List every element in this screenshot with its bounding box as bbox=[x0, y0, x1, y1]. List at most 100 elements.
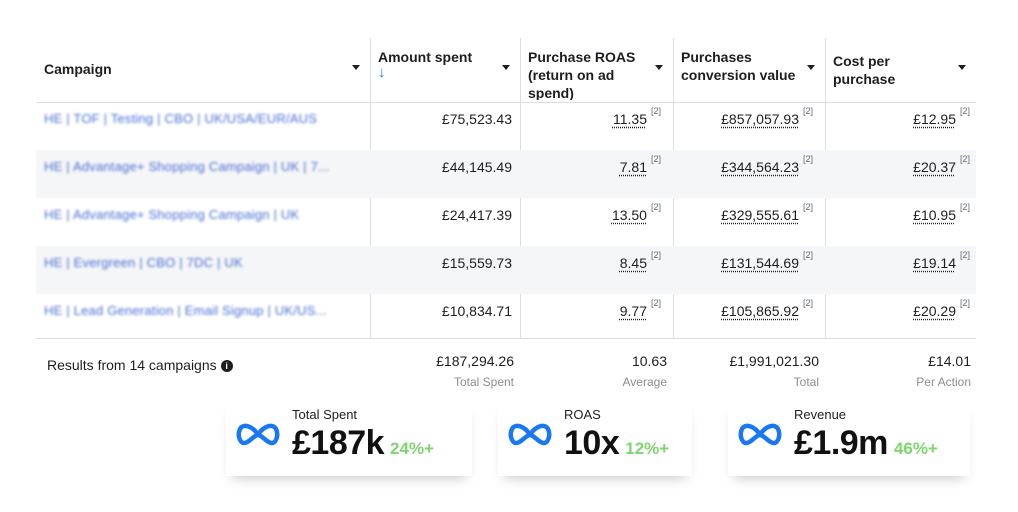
chevron-down-icon[interactable] bbox=[958, 65, 966, 70]
footnote-marker: [2] bbox=[650, 298, 661, 308]
per-action-value: £14.01 bbox=[928, 353, 971, 369]
header-purchase-roas[interactable]: Purchase ROAS (return on ad spend) bbox=[520, 38, 673, 100]
per-action-label: Per Action bbox=[916, 375, 971, 389]
header-cost-per-purchase-label: Cost per purchase bbox=[833, 53, 896, 87]
total-conversion-value: £1,991,021.30 bbox=[729, 353, 819, 369]
footnote-marker: [2] bbox=[802, 154, 813, 164]
header-purchases-conversion[interactable]: Purchases conversion value bbox=[673, 38, 825, 100]
stat-card-value: £1.9m 46%+ bbox=[794, 424, 938, 463]
campaign-name-link[interactable]: HE | Advantage+ Shopping Campaign | UK |… bbox=[44, 159, 330, 174]
footnote-marker: [2] bbox=[650, 202, 661, 212]
amount-spent-cell: £44,145.49 bbox=[441, 159, 512, 175]
roas-cell: 11.35 [2] bbox=[520, 102, 673, 150]
total-spent-label: Total Spent bbox=[453, 375, 514, 389]
cost-per-purchase-value[interactable]: £10.95 bbox=[913, 207, 956, 223]
table-row[interactable]: HE | Advantage+ Shopping Campaign | UK |… bbox=[36, 150, 976, 198]
campaign-name-link[interactable]: HE | TOF | Testing | CBO | UK/USA/EUR/AU… bbox=[44, 111, 318, 126]
conversion-value[interactable]: £131,544.69 bbox=[721, 255, 799, 271]
roas-cell: 9.77 [2] bbox=[520, 294, 673, 342]
cost-per-purchase-cell: £20.29 [2] bbox=[825, 294, 976, 342]
header-campaign-label: Campaign bbox=[44, 61, 112, 77]
cost-per-purchase-value[interactable]: £12.95 bbox=[913, 111, 956, 127]
total-conversion-label: Total bbox=[793, 375, 819, 389]
average-roas-value: 10.63 bbox=[631, 353, 667, 369]
chevron-down-icon[interactable] bbox=[352, 65, 360, 70]
footnote-marker: [2] bbox=[959, 154, 970, 164]
column-divider bbox=[825, 38, 826, 390]
footnote-marker: [2] bbox=[802, 202, 813, 212]
cost-per-purchase-value[interactable]: £20.37 bbox=[913, 159, 956, 175]
amount-spent-cell: £10,834.71 bbox=[441, 303, 512, 319]
roas-value[interactable]: 13.50 bbox=[611, 207, 647, 223]
stat-card-total-spent: Total Spent £187k 24%+ bbox=[226, 400, 472, 476]
table-header: Campaign Amount spent ↓ Purchase ROAS (r… bbox=[36, 38, 976, 103]
amount-spent-cell: £24,417.39 bbox=[441, 207, 512, 223]
sort-descending-icon[interactable]: ↓ bbox=[378, 64, 386, 81]
footnote-marker: [2] bbox=[959, 298, 970, 308]
roas-value[interactable]: 7.81 bbox=[619, 159, 647, 175]
header-purchases-conversion-label: Purchases conversion value bbox=[681, 49, 796, 83]
roas-value[interactable]: 9.77 bbox=[619, 303, 647, 319]
table-footer: Results from 14 campaigns i £187,294.26 T… bbox=[36, 338, 976, 399]
roas-value[interactable]: 8.45 bbox=[619, 255, 647, 271]
cost-per-purchase-value[interactable]: £20.29 bbox=[913, 303, 956, 319]
column-divider bbox=[673, 38, 674, 390]
cost-per-purchase-cell: £19.14 [2] bbox=[825, 246, 976, 294]
footnote-marker: [2] bbox=[959, 250, 970, 260]
conversion-value[interactable]: £105,865.92 bbox=[721, 303, 799, 319]
stat-change: 24%+ bbox=[390, 439, 434, 458]
meta-logo-icon bbox=[508, 423, 552, 446]
chevron-down-icon[interactable] bbox=[502, 65, 510, 70]
stat-card-title: Revenue bbox=[794, 407, 847, 422]
table-row[interactable]: HE | TOF | Testing | CBO | UK/USA/EUR/AU… bbox=[36, 102, 976, 150]
amount-spent-cell: £75,523.43 bbox=[441, 111, 512, 127]
stat-card-title: Total Spent bbox=[292, 407, 358, 422]
amount-spent-cell: £15,559.73 bbox=[441, 255, 512, 271]
footnote-marker: [2] bbox=[650, 250, 661, 260]
conversion-value[interactable]: £329,555.61 bbox=[721, 207, 799, 223]
footnote-marker: [2] bbox=[650, 106, 661, 116]
footnote-marker: [2] bbox=[802, 250, 813, 260]
cost-per-purchase-cell: £12.95 [2] bbox=[825, 102, 976, 150]
stat-card-value: £187k 24%+ bbox=[292, 424, 434, 463]
results-summary: Results from 14 campaigns i bbox=[47, 357, 233, 373]
header-campaign[interactable]: Campaign bbox=[36, 38, 370, 100]
table-row[interactable]: HE | Advantage+ Shopping Campaign | UK £… bbox=[36, 198, 976, 246]
chevron-down-icon[interactable] bbox=[807, 65, 815, 70]
column-divider bbox=[520, 38, 521, 390]
meta-logo-icon bbox=[236, 423, 280, 446]
stat-value: £1.9m bbox=[794, 424, 888, 462]
cost-per-purchase-value[interactable]: £19.14 bbox=[913, 255, 956, 271]
cost-per-purchase-cell: £20.37 [2] bbox=[825, 150, 976, 198]
conversion-value-cell: £105,865.92 [2] bbox=[673, 294, 825, 342]
average-roas-label: Average bbox=[622, 375, 667, 389]
footnote-marker: [2] bbox=[802, 106, 813, 116]
stat-value: 10x bbox=[564, 424, 620, 462]
stat-change: 12%+ bbox=[625, 439, 670, 458]
stat-value: £187k bbox=[292, 424, 385, 462]
footnote-marker: [2] bbox=[959, 202, 970, 212]
stat-card-value: 10x 12%+ bbox=[564, 424, 669, 463]
roas-cell: 8.45 [2] bbox=[520, 246, 673, 294]
header-amount-spent[interactable]: Amount spent ↓ bbox=[370, 38, 520, 100]
table-row[interactable]: HE | Evergreen | CBO | 7DC | UK £15,559.… bbox=[36, 246, 976, 294]
cost-per-purchase-cell: £10.95 [2] bbox=[825, 198, 976, 246]
roas-value[interactable]: 11.35 bbox=[612, 111, 647, 127]
conversion-value-cell: £344,564.23 [2] bbox=[673, 150, 825, 198]
conversion-value[interactable]: £857,057.93 bbox=[721, 111, 799, 127]
campaign-name-link[interactable]: HE | Lead Generation | Email Signup | UK… bbox=[44, 303, 328, 318]
total-spent-value: £187,294.26 bbox=[436, 353, 514, 369]
stat-change: 46%+ bbox=[893, 439, 938, 458]
column-divider bbox=[370, 38, 371, 390]
campaign-name-link[interactable]: HE | Advantage+ Shopping Campaign | UK bbox=[44, 207, 300, 222]
conversion-value-cell: £857,057.93 [2] bbox=[673, 102, 825, 150]
table-row[interactable]: HE | Lead Generation | Email Signup | UK… bbox=[36, 294, 976, 342]
chevron-down-icon[interactable] bbox=[655, 65, 663, 70]
meta-logo-icon bbox=[738, 423, 782, 446]
info-icon[interactable]: i bbox=[220, 360, 233, 372]
campaign-name-link[interactable]: HE | Evergreen | CBO | 7DC | UK bbox=[44, 255, 243, 270]
conversion-value[interactable]: £344,564.23 bbox=[721, 159, 799, 175]
roas-cell: 7.81 [2] bbox=[520, 150, 673, 198]
header-cost-per-purchase[interactable]: Cost per purchase bbox=[825, 38, 976, 100]
roas-cell: 13.50 [2] bbox=[520, 198, 673, 246]
